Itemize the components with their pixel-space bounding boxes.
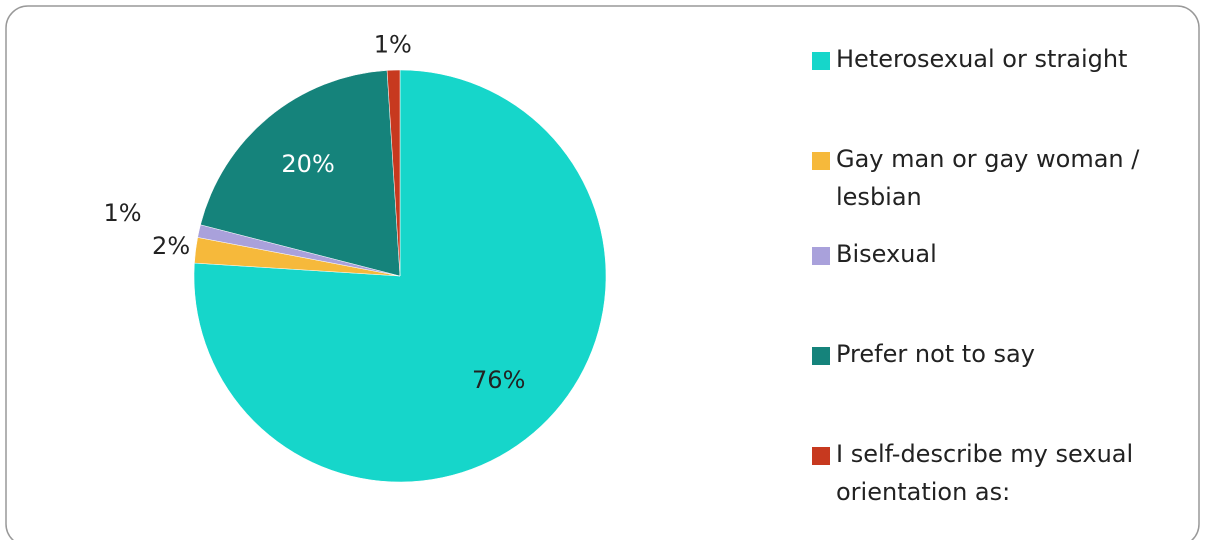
legend-swatch	[812, 52, 830, 70]
legend-item: Bisexual	[808, 235, 1176, 273]
data-label: 1%	[104, 199, 142, 227]
data-label: 76%	[472, 366, 525, 394]
pie-slice	[200, 70, 401, 277]
pie-slice	[193, 69, 607, 483]
data-label: 1%	[374, 30, 412, 58]
legend-item: I self-describe my sexual orientation as…	[808, 435, 1176, 511]
frame	[5, 5, 1200, 540]
legend-label: Heterosexual or straight	[836, 45, 1128, 73]
legend-label: Bisexual	[836, 240, 937, 268]
legend-label: Gay man or gay woman / lesbian	[836, 145, 1140, 211]
data-label: 20%	[281, 150, 334, 178]
legend-label: I self-describe my sexual orientation as…	[836, 440, 1134, 506]
legend-swatch	[812, 152, 830, 170]
legend-label: Prefer not to say	[836, 340, 1035, 368]
pie-slice	[386, 69, 401, 277]
legend-swatch	[812, 247, 830, 265]
legend-item: Prefer not to say	[808, 335, 1176, 373]
legend-item: Heterosexual or straight	[808, 40, 1176, 78]
data-label: 2%	[152, 232, 190, 260]
legend-swatch	[812, 347, 830, 365]
legend-swatch	[812, 447, 830, 465]
legend-item: Gay man or gay woman / lesbian	[808, 140, 1176, 216]
